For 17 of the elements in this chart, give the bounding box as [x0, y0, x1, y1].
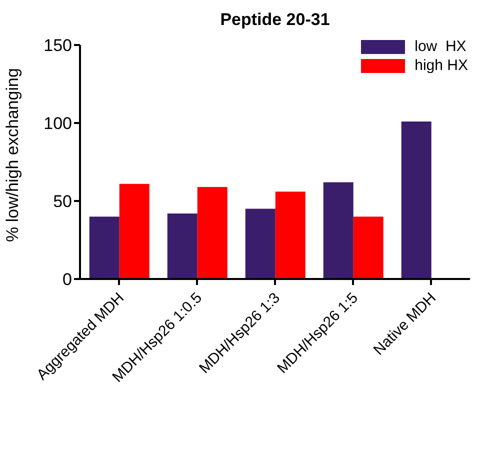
bar	[353, 216, 384, 279]
y-tick-label: 100	[44, 114, 72, 134]
bar	[245, 208, 276, 279]
bar	[275, 192, 306, 279]
bar	[167, 213, 198, 279]
bar	[89, 216, 120, 279]
bar	[119, 184, 150, 279]
bar	[401, 121, 432, 279]
y-axis-title: % low/high exchanging	[3, 68, 22, 242]
legend-label: low HX	[414, 38, 466, 55]
y-tick-label: 50	[53, 192, 72, 212]
chart-title: Peptide 20-31	[219, 10, 331, 30]
bar	[197, 186, 228, 279]
y-tick-label: 0	[62, 270, 72, 290]
legend-label: high HX	[414, 57, 468, 74]
bar	[323, 182, 354, 279]
y-tick-label: 150	[44, 36, 72, 56]
